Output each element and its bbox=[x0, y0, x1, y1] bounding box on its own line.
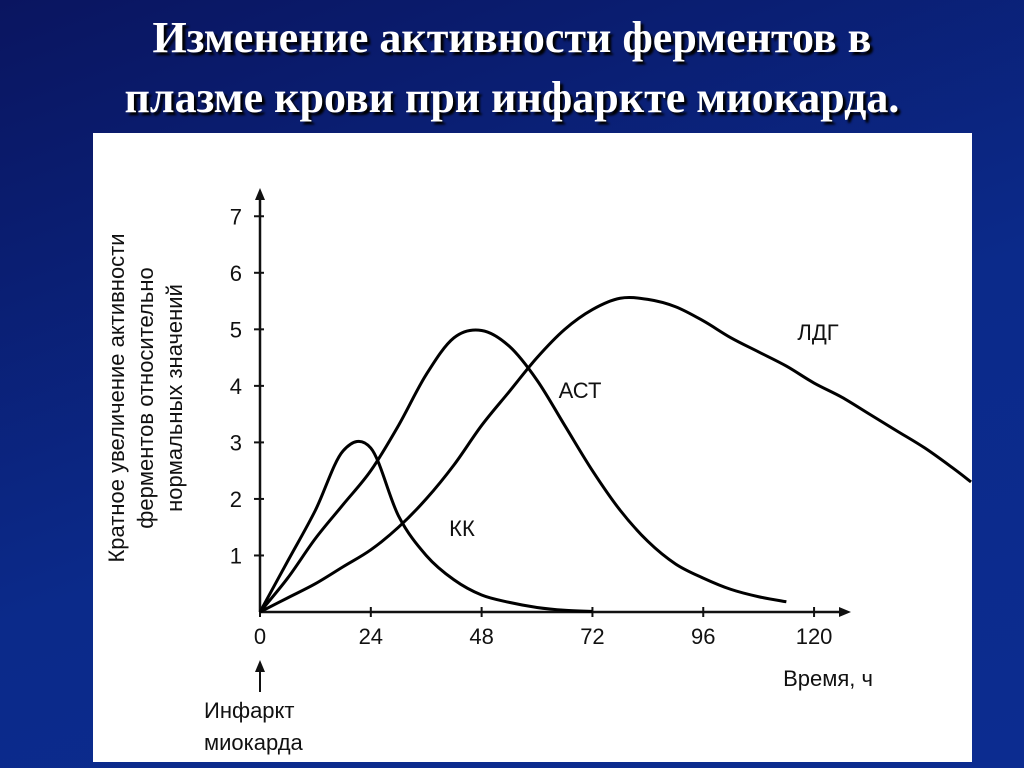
y-axis-label: ферментов относительно bbox=[133, 267, 158, 528]
x-tick-label: 0 bbox=[254, 624, 266, 649]
annotation: Инфаркт bbox=[204, 698, 294, 723]
y-tick-label: 7 bbox=[230, 204, 242, 229]
curve bbox=[259, 295, 972, 614]
x-tick-label: 96 bbox=[691, 624, 715, 649]
x-tick-label: 48 bbox=[469, 624, 493, 649]
title-line: плазме крови при инфаркте миокарда. bbox=[124, 73, 900, 122]
title-line: Изменение активности ферментов в bbox=[152, 13, 872, 62]
chart-background bbox=[93, 133, 972, 762]
annotation-arrowhead bbox=[255, 660, 265, 672]
y-tick-label: 3 bbox=[230, 430, 242, 455]
curve bbox=[258, 439, 593, 613]
annotation: миокарда bbox=[204, 730, 304, 755]
y-axis-label: нормальных значений bbox=[162, 284, 187, 512]
y-tick-label: 6 bbox=[230, 261, 242, 286]
y-axis-arrow bbox=[255, 188, 265, 200]
y-tick-label: 1 bbox=[230, 543, 242, 568]
x-axis-label: Время, ч bbox=[783, 666, 873, 691]
slide-title: Изменение активности ферментов в плазме … bbox=[0, 8, 1024, 128]
y-tick-label: 5 bbox=[230, 317, 242, 342]
x-axis-arrow bbox=[839, 607, 851, 617]
x-tick-label: 24 bbox=[359, 624, 383, 649]
series-label: ЛДГ bbox=[797, 320, 838, 345]
y-tick-label: 2 bbox=[230, 487, 242, 512]
series-label: АСТ bbox=[559, 378, 602, 403]
curve bbox=[258, 328, 787, 613]
chart: 0 24 48 72 96 120 1 2 3 4 5 6 7 Кратное увеличение ак… bbox=[93, 133, 972, 762]
y-tick-label: 4 bbox=[230, 374, 242, 399]
x-tick-label: 120 bbox=[796, 624, 833, 649]
series-label: КК bbox=[449, 516, 475, 541]
y-axis-label: Кратное увеличение активности bbox=[104, 233, 129, 562]
x-tick-label: 72 bbox=[580, 624, 604, 649]
